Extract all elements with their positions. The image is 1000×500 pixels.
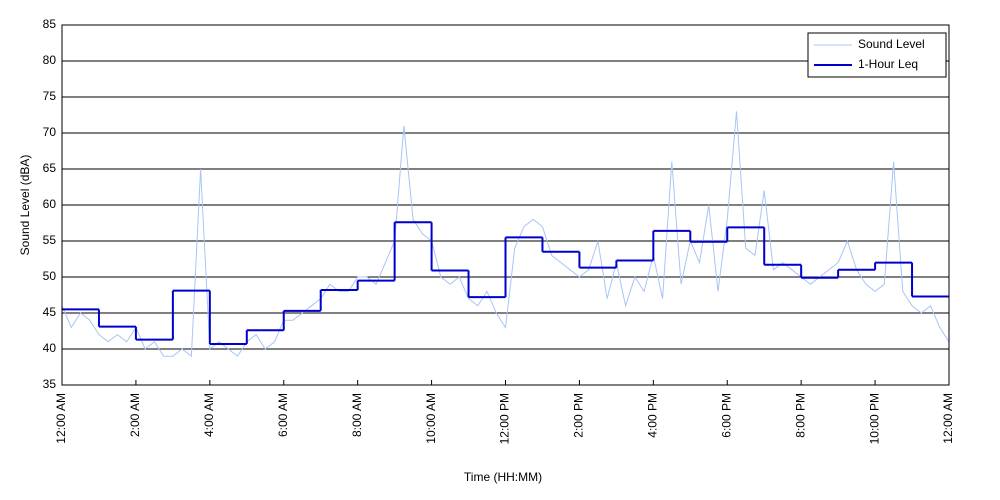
plot-frame bbox=[61, 24, 950, 386]
y-tick-label: 80 bbox=[43, 53, 57, 67]
x-tick-label: 8:00 AM bbox=[350, 393, 364, 437]
y-tick-label: 75 bbox=[43, 89, 57, 103]
x-tick-label: 12:00 PM bbox=[498, 393, 512, 444]
y-tick-label: 50 bbox=[43, 269, 57, 283]
x-tick-label: 2:00 PM bbox=[572, 393, 586, 438]
x-tick-label: 12:00 AM bbox=[941, 393, 955, 444]
x-tick-label: 4:00 PM bbox=[646, 393, 660, 438]
x-tick-label: 10:00 AM bbox=[424, 393, 438, 444]
y-axis-label: Sound Level (dBA) bbox=[18, 155, 32, 256]
legend-box bbox=[807, 32, 947, 78]
y-tick-label: 45 bbox=[43, 305, 57, 319]
y-tick-label: 85 bbox=[43, 17, 57, 31]
x-tick-label: 6:00 AM bbox=[276, 393, 290, 437]
x-tick-label: 4:00 AM bbox=[202, 393, 216, 437]
x-tick-label: 12:00 AM bbox=[54, 393, 68, 444]
x-tick-label: 8:00 PM bbox=[793, 393, 807, 438]
y-tick-label: 55 bbox=[43, 233, 57, 247]
y-tick-label: 35 bbox=[43, 377, 57, 391]
x-tick-label: 10:00 PM bbox=[867, 393, 881, 444]
y-tick-label: 40 bbox=[43, 341, 57, 355]
x-tick-label: 6:00 PM bbox=[719, 393, 733, 438]
legend-label: 1-Hour Leq bbox=[858, 57, 918, 71]
y-tick-label: 60 bbox=[43, 197, 57, 211]
y-tick-label: 65 bbox=[43, 161, 57, 175]
y-tick-label: 70 bbox=[43, 125, 57, 139]
legend-label: Sound Level bbox=[858, 37, 925, 51]
x-axis-label: Time (HH:MM) bbox=[464, 470, 542, 484]
x-tick-label: 2:00 AM bbox=[128, 393, 142, 437]
